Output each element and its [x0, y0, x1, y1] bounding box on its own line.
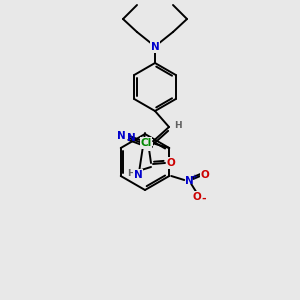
- Text: -: -: [201, 194, 206, 204]
- Text: +: +: [191, 174, 197, 180]
- Text: H: H: [127, 169, 135, 178]
- Text: N: N: [134, 170, 142, 180]
- Text: O: O: [201, 170, 210, 180]
- Text: N: N: [117, 131, 125, 141]
- Text: N: N: [127, 133, 135, 143]
- Text: N: N: [185, 176, 194, 186]
- Text: O: O: [167, 158, 176, 168]
- Text: H: H: [174, 121, 182, 130]
- Text: C: C: [145, 140, 153, 150]
- Text: N: N: [151, 42, 159, 52]
- Text: Cl: Cl: [141, 138, 152, 148]
- Text: O: O: [193, 192, 202, 202]
